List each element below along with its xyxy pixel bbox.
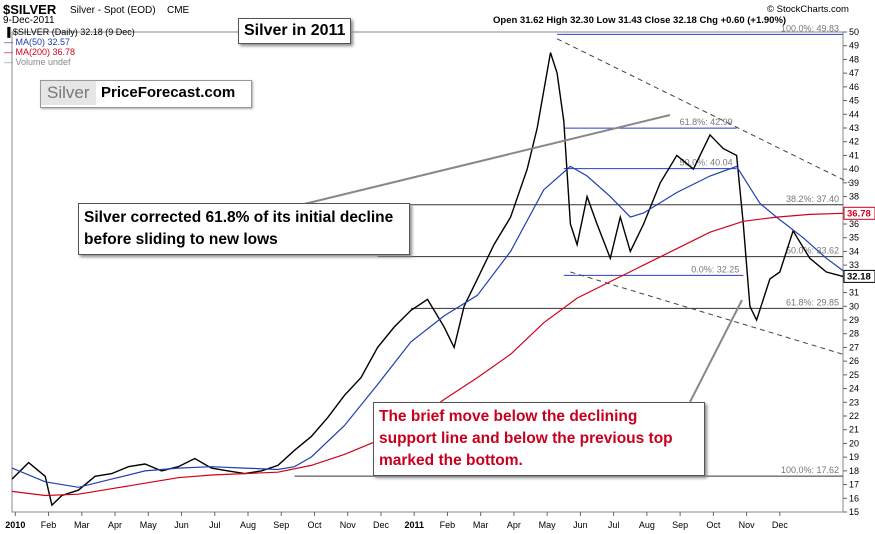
- fib-level-label: 61.8%: 29.85: [786, 297, 839, 307]
- y-tick-label: 30: [849, 301, 859, 311]
- y-tick-label: 40: [849, 164, 859, 174]
- y-tick-label: 43: [849, 123, 859, 133]
- x-tick-label: May: [140, 520, 158, 530]
- y-tick-label: 22: [849, 411, 859, 421]
- y-tick-label: 19: [849, 452, 859, 462]
- legend-item: — MA(200) 36.78: [4, 47, 76, 57]
- legend-item: — Volume undef: [4, 57, 71, 67]
- x-tick-label: Oct: [307, 520, 322, 530]
- bottom-callout: The brief move below the declining suppo…: [373, 402, 705, 476]
- x-tick-label: Feb: [440, 520, 456, 530]
- x-tick-label: Mar: [473, 520, 489, 530]
- y-tick-label: 46: [849, 82, 859, 92]
- fib-level-label: 50.0%: 33.62: [786, 246, 839, 256]
- legend-item: ▐ $SILVER (Daily) 32.18 (9 Dec): [4, 27, 135, 37]
- fib-level-label: 100.0%: 17.62: [781, 465, 839, 475]
- y-tick-label: 42: [849, 137, 859, 147]
- chart-symbol: $SILVER: [3, 2, 57, 17]
- chart-exchange: CME: [167, 5, 190, 16]
- y-tick-label: 20: [849, 438, 859, 448]
- y-tick-label: 16: [849, 493, 859, 503]
- x-tick-label: Dec: [373, 520, 390, 530]
- y-tick-label: 49: [849, 41, 859, 51]
- y-tick-label: 44: [849, 109, 859, 119]
- callout-pointer: [689, 299, 743, 403]
- priceforecast-logo: Silver PriceForecast.com: [40, 80, 252, 108]
- correction-callout: Silver corrected 61.8% of its initial de…: [78, 203, 410, 255]
- title-callout: Silver in 2011: [238, 18, 352, 44]
- x-tick-label: May: [539, 520, 557, 530]
- y-tick-label: 47: [849, 68, 859, 78]
- y-tick-label: 21: [849, 425, 859, 435]
- ohlc-readout: Open 31.62 High 32.30 Low 31.43 Close 32…: [493, 15, 787, 26]
- trend-line: [556, 38, 850, 184]
- x-tick-label: Sep: [672, 520, 688, 530]
- y-tick-label: 29: [849, 315, 859, 325]
- y-tick-label: 33: [849, 260, 859, 270]
- y-tick-label: 28: [849, 329, 859, 339]
- y-tick-label: 26: [849, 356, 859, 366]
- y-tick-label: 38: [849, 192, 859, 202]
- fib-level-label: 50.0%: 40.04: [680, 158, 733, 168]
- x-tick-label: Aug: [240, 520, 256, 530]
- y-tick-label: 48: [849, 54, 859, 64]
- x-tick-label: 2010: [5, 520, 25, 530]
- y-tick-label: 18: [849, 466, 859, 476]
- fib-level-label: 100.0%: 49.83: [781, 23, 839, 33]
- x-tick-label: Apr: [507, 520, 521, 530]
- y-tick-label: 35: [849, 233, 859, 243]
- chart-description: Silver - Spot (EOD): [70, 5, 156, 16]
- x-tick-label: Oct: [706, 520, 721, 530]
- y-tick-label: 36: [849, 219, 859, 229]
- y-tick-label: 15: [849, 507, 859, 517]
- series-line: [11, 52, 844, 507]
- logo-word: Silver: [41, 81, 96, 105]
- price-tag-label: 36.78: [847, 208, 871, 219]
- y-tick-label: 23: [849, 397, 859, 407]
- y-tick-label: 17: [849, 480, 859, 490]
- callout-pointer: [299, 114, 671, 206]
- y-tick-label: 45: [849, 96, 859, 106]
- trend-line: [570, 271, 844, 355]
- logo-site: PriceForecast.com: [101, 84, 236, 101]
- x-tick-label: Apr: [108, 520, 122, 530]
- legend-item: — MA(50) 32.57: [4, 37, 71, 47]
- y-tick-label: 27: [849, 342, 859, 352]
- x-tick-label: Mar: [74, 520, 90, 530]
- price-tag-label: 32.18: [847, 271, 871, 282]
- x-tick-label: Jul: [608, 520, 620, 530]
- chart-date: 9-Dec-2011: [3, 15, 55, 26]
- x-tick-label: Jun: [573, 520, 588, 530]
- series-line: [11, 165, 844, 488]
- x-tick-label: Feb: [41, 520, 57, 530]
- fib-level-label: 61.8%: 42.99: [680, 117, 733, 127]
- price-tag-box: [843, 206, 875, 220]
- price-tag-box: [843, 269, 875, 283]
- x-tick-label: Aug: [639, 520, 655, 530]
- y-tick-label: 50: [849, 27, 859, 37]
- x-tick-label: 2011: [404, 520, 424, 530]
- fib-level-label: 38.2%: 37.40: [786, 194, 839, 204]
- x-tick-label: Sep: [273, 520, 289, 530]
- x-tick-label: Nov: [739, 520, 756, 530]
- y-tick-label: 41: [849, 150, 859, 160]
- fib-level-label: 0.0%: 32.25: [691, 264, 739, 274]
- y-tick-label: 34: [849, 246, 859, 256]
- x-tick-label: Jun: [174, 520, 189, 530]
- y-tick-label: 25: [849, 370, 859, 380]
- y-tick-label: 24: [849, 384, 859, 394]
- x-tick-label: Nov: [340, 520, 357, 530]
- y-tick-label: 31: [849, 288, 859, 298]
- chart-legend: ▐ $SILVER (Daily) 32.18 (9 Dec) — MA(50) …: [4, 27, 135, 67]
- y-tick-label: 39: [849, 178, 859, 188]
- stockcharts-brand: © StockCharts.com: [767, 4, 849, 15]
- x-tick-label: Jul: [209, 520, 221, 530]
- x-tick-label: Dec: [772, 520, 789, 530]
